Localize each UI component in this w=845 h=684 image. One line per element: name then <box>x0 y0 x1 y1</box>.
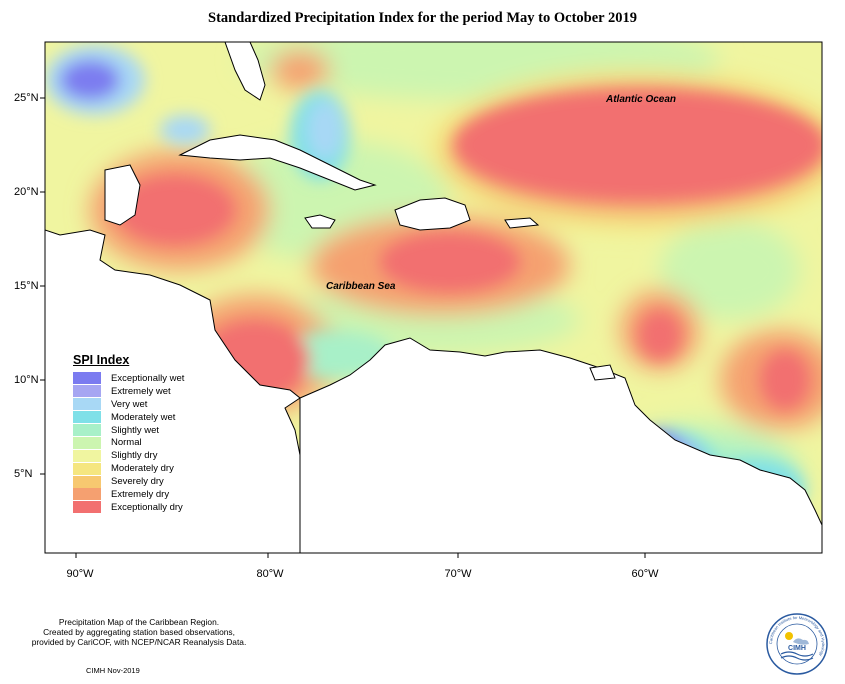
legend-swatch <box>73 449 101 462</box>
legend-item: Moderately wet <box>73 411 193 424</box>
legend-swatch <box>73 488 101 501</box>
field-exceptionally-dry-caribbean <box>380 232 520 292</box>
map-title: Standardized Precipitation Index for the… <box>208 10 637 26</box>
land-puerto-rico <box>504 217 540 229</box>
legend-label: Slightly wet <box>111 424 160 436</box>
legend-swatch <box>73 436 101 449</box>
land-florida <box>224 42 266 101</box>
land-hispaniola <box>394 197 471 231</box>
lon-tick-label: 60°W <box>631 568 659 580</box>
spi-legend: SPI Index Exceptionally wet Extremely wet… <box>73 353 193 514</box>
legend-swatch <box>73 501 101 514</box>
tick-marks <box>40 97 646 558</box>
land-south-america <box>299 337 822 553</box>
legend-label: Extremely wet <box>111 385 171 397</box>
lat-tick-label: 25°N <box>14 92 39 104</box>
legend-item: Slightly wet <box>73 424 193 437</box>
field-exceptionally-dry-east <box>760 350 810 410</box>
lon-tick-label: 70°W <box>444 568 472 580</box>
legend-item: Exceptionally wet <box>73 372 193 385</box>
legend-label: Extremely dry <box>111 488 170 500</box>
legend-item: Slightly dry <box>73 449 193 462</box>
field-exceptionally-dry-antilles <box>638 310 682 360</box>
lat-tick-label: 20°N <box>14 186 39 198</box>
legend-item: Extremely wet <box>73 385 193 398</box>
legend-label: Normal <box>111 437 142 449</box>
legend-label: Moderately dry <box>111 463 174 475</box>
land-yucatan <box>104 164 141 226</box>
map-frame <box>44 41 823 554</box>
footnote-line: Precipitation Map of the Caribbean Regio… <box>58 617 220 627</box>
legend-title: SPI Index <box>73 353 130 367</box>
land-trinidad <box>589 364 616 381</box>
lat-tick-label: 15°N <box>14 280 39 292</box>
footnote: Precipitation Map of the Caribbean Regio… <box>19 617 259 647</box>
svg-text:CIMH: CIMH <box>788 645 806 652</box>
legend-swatch <box>73 385 101 398</box>
legend-label: Moderately wet <box>111 411 176 423</box>
atlantic-ocean-label: Atlantic Ocean <box>606 94 677 105</box>
legend-swatch <box>73 372 101 385</box>
legend-swatch <box>73 462 101 475</box>
footnote-line: provided by CariCOF, with NCEP/NCAR Rean… <box>31 637 247 647</box>
legend-swatch <box>73 411 101 424</box>
legend-label: Slightly dry <box>111 450 158 462</box>
field-exceptionally-wet-northwest <box>60 60 120 100</box>
legend-item: Normal <box>73 436 193 449</box>
field-exceptionally-dry-atlantic <box>455 90 822 200</box>
lon-tick-label: 80°W <box>256 568 284 580</box>
land-jamaica <box>304 214 336 229</box>
legend-item: Moderately dry <box>73 462 193 475</box>
legend-label: Severely dry <box>111 476 164 488</box>
land-mexico-central-america <box>45 229 301 553</box>
caribbean-sea-label: Caribbean Sea <box>326 281 396 292</box>
field-very-wet-cuba <box>307 100 343 160</box>
field-normal-east <box>660 220 800 320</box>
legend-item: Exceptionally dry <box>73 501 193 514</box>
legend-swatch <box>73 475 101 488</box>
lon-tick-label: 90°W <box>66 568 94 580</box>
field-moderately-dry-florida <box>270 50 330 90</box>
legend-swatch <box>73 424 101 436</box>
cimh-logo: CIMH Caribbean Institute for Meteorology… <box>766 613 828 675</box>
legend-item: Severely dry <box>73 475 193 488</box>
legend-item: Extremely dry <box>73 488 193 501</box>
legend-label: Very wet <box>111 398 148 410</box>
field-very-wet-gulf <box>160 115 210 145</box>
credit: CIMH Nov-2019 <box>86 666 140 675</box>
lat-tick-label: 5°N <box>14 468 33 480</box>
legend-label: Exceptionally dry <box>111 501 183 513</box>
legend-label: Exceptionally wet <box>111 372 185 384</box>
land-cuba <box>178 134 377 191</box>
landmasses <box>45 42 822 553</box>
lat-tick-label: 10°N <box>14 374 39 386</box>
footnote-line: Created by aggregating station based obs… <box>43 627 235 637</box>
field-exceptionally-dry-gulf <box>115 175 235 245</box>
legend-swatch <box>73 398 101 411</box>
legend-item: Very wet <box>73 398 193 411</box>
